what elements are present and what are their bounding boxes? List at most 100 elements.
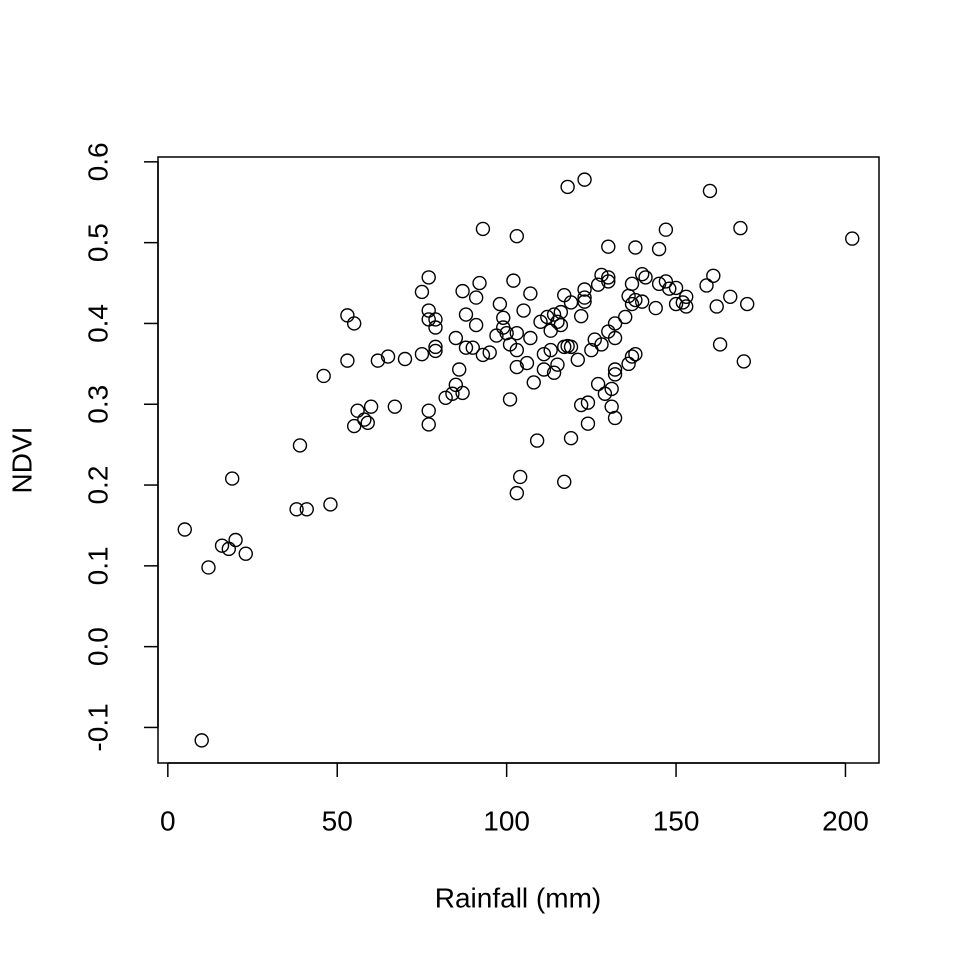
point: [733, 220, 748, 236]
point: [238, 546, 253, 561]
x-axis-label: Rainfall (mm): [435, 882, 601, 913]
point: [607, 316, 623, 331]
point: [177, 522, 192, 537]
point: [448, 377, 464, 393]
point: [624, 349, 640, 364]
point: [428, 339, 443, 355]
point: [523, 330, 538, 346]
point: [428, 343, 443, 359]
point: [452, 362, 467, 377]
point: [740, 296, 755, 312]
point: [214, 538, 230, 553]
point: [560, 179, 575, 195]
point: [618, 309, 633, 325]
point: [387, 399, 403, 414]
point: [601, 270, 616, 285]
point: [482, 345, 497, 360]
point: [350, 403, 365, 418]
point: [201, 560, 216, 575]
point: [421, 270, 436, 285]
point: [679, 299, 694, 314]
point: [590, 376, 606, 392]
point: [607, 362, 623, 377]
point: [662, 281, 677, 296]
point: [577, 290, 592, 305]
y-tick-label: 0.4: [82, 304, 113, 343]
x-tick-label: 200: [822, 805, 869, 836]
point: [475, 221, 491, 237]
point: [723, 289, 738, 304]
point: [580, 395, 596, 410]
point: [475, 347, 491, 363]
point: [546, 307, 562, 322]
point: [845, 231, 860, 246]
point: [458, 340, 474, 355]
point: [506, 273, 521, 288]
y-tick-label: 0.5: [82, 223, 113, 262]
point: [455, 283, 470, 299]
point: [543, 342, 558, 358]
x-tick-label: 50: [322, 805, 353, 836]
point: [516, 303, 531, 318]
point: [509, 359, 525, 375]
point: [472, 275, 487, 291]
point: [550, 357, 565, 372]
point: [658, 222, 674, 237]
x-tick-label: 0: [160, 805, 176, 836]
point: [709, 299, 724, 314]
point: [509, 485, 525, 501]
point: [570, 352, 585, 368]
point: [706, 268, 721, 283]
y-tick-label: 0.6: [82, 142, 113, 181]
point: [465, 340, 480, 355]
point: [594, 337, 609, 352]
point: [546, 365, 562, 380]
point: [736, 354, 752, 369]
point: [438, 390, 453, 405]
point: [496, 310, 511, 325]
point: [502, 392, 518, 407]
point: [509, 325, 525, 341]
point: [557, 287, 572, 303]
point: [634, 266, 650, 282]
point: [363, 399, 379, 414]
y-tick-label: 0.0: [82, 627, 113, 666]
point: [634, 294, 650, 309]
point: [573, 308, 589, 324]
point: [563, 295, 579, 310]
point: [414, 284, 430, 300]
point: [289, 502, 304, 517]
point: [299, 502, 314, 517]
point: [529, 433, 545, 448]
point: [628, 240, 643, 255]
point: [346, 418, 362, 434]
y-axis-label: NDVI: [6, 427, 37, 494]
point: [553, 304, 569, 320]
point: [601, 274, 616, 289]
point: [357, 412, 372, 427]
point: [628, 292, 643, 308]
point: [397, 351, 413, 367]
point: [553, 317, 569, 333]
point: [370, 353, 386, 368]
point: [577, 294, 592, 309]
point: [699, 278, 714, 293]
point: [340, 308, 355, 323]
point: [523, 286, 538, 301]
y-tick-label: 0.1: [82, 546, 113, 585]
point: [557, 474, 572, 490]
point: [638, 270, 653, 285]
point: [380, 349, 396, 364]
point: [607, 410, 623, 426]
point: [543, 323, 558, 338]
x-tick-label: 100: [483, 805, 530, 836]
point: [225, 471, 240, 486]
point: [448, 330, 464, 346]
point: [421, 417, 436, 432]
point: [445, 386, 460, 401]
point: [492, 296, 508, 312]
point: [512, 469, 528, 485]
point: [658, 274, 674, 289]
point: [509, 228, 525, 244]
